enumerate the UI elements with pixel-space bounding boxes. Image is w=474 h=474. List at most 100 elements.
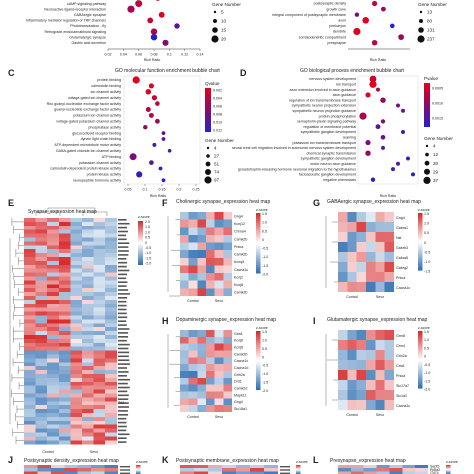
panel-e-heat-cell: [24, 409, 36, 414]
panel-e-heat-cell: [58, 257, 71, 262]
panel-f-gene-label: Kcnq5: [234, 260, 244, 264]
panel-h-heat-cell: [214, 377, 224, 385]
panel-e-heat-cell: [93, 413, 106, 418]
panel-e-row-label-mark: [118, 421, 127, 424]
panel-f-heat-cell: [223, 250, 233, 259]
panel-e-heat-cell: [47, 276, 59, 281]
panel-h-gene-label: Camk2d: [234, 386, 247, 390]
panel-d-size-legend-dot: [425, 152, 429, 157]
panel-e-heat-cell: [35, 358, 48, 363]
panel-d-color-legend-label: 0.0015: [432, 117, 443, 121]
panel-i-heat-cell: [375, 390, 385, 401]
panel-e-heat-cell: [93, 303, 106, 308]
panel-e-heat-cell: [24, 358, 36, 363]
panel-f-heat-cell: [206, 219, 215, 228]
panel-e-heat-cell: [70, 413, 83, 418]
panel-j-gene-label-mark: [120, 466, 130, 468]
panel-i-heat-cell: [366, 370, 376, 381]
panel-e-heat-cell: [105, 370, 117, 375]
c-term-label: potassium channel activity: [79, 161, 121, 165]
panel-e-heat-cell: [47, 307, 59, 312]
panel-e-heat-cell: [58, 249, 71, 254]
panel-e-heat-cell: [70, 292, 83, 297]
panel-e-heat-cell: [35, 299, 48, 304]
c-term-label: phosphatase activity: [88, 125, 121, 129]
panel-i-legend-tick: -1.5: [424, 379, 430, 383]
panel-g-heat-cell: [366, 212, 376, 223]
panel-e-heat-cell: [35, 276, 48, 281]
panel-e-heat-cell: [105, 303, 117, 308]
panel-e-heat-cell: [93, 229, 106, 234]
panel-i-heat-cell: [366, 360, 376, 371]
panel-e-heat-cell: [70, 264, 83, 269]
panel-b-size-legend-dot: [419, 10, 423, 14]
panel-h-heat-cell: [197, 371, 207, 379]
d-term-label: learning: [343, 136, 356, 140]
panel-e-heat-cell: [93, 327, 106, 332]
panel-e-heat-cell: [47, 229, 59, 234]
panel-e-row-label-mark: [118, 410, 128, 412]
panel-e-heat-cell: [105, 416, 117, 421]
panel-j-gene-label-mark: [120, 472, 130, 474]
panel-e-heat-cell: [35, 350, 48, 355]
a-term-label: Gastric acid secretion: [71, 41, 106, 45]
panel-k-heat-cell: [194, 471, 209, 474]
panel-e-heat-cell: [93, 377, 106, 382]
panel-d-size-legend-label: 12: [433, 152, 439, 157]
panel-g-gene-label: Gabrb3: [396, 246, 408, 250]
panel-e-heat-cell: [93, 221, 106, 226]
panel-e-heat-cell: [24, 366, 36, 371]
panel-g-heat-cell: [356, 222, 367, 233]
panel-h-heat-cell: [180, 398, 189, 406]
panel-b-size-legend-dot: [419, 19, 423, 23]
panel-f-legend-tick: 1.0: [262, 221, 267, 225]
panel-h-heat-cell: [180, 391, 189, 399]
panel-h-heat-cell: [180, 384, 189, 392]
panel-e-row-label-mark: [118, 312, 127, 315]
panel-i-heat-cell: [366, 350, 376, 361]
panel-e-heat-cell: [24, 319, 36, 324]
b-bubble: [381, 6, 386, 12]
panel-e-heat-cell: [24, 428, 36, 433]
panel-f-gene-label: Camk2b: [234, 291, 247, 295]
panel-e-heat-cell: [58, 331, 71, 336]
panel-f-gene-label: Cacna1c: [234, 268, 248, 272]
panel-h-gene-label: Cacna1d: [234, 366, 248, 370]
panel-e-heat-cell: [35, 440, 48, 445]
panel-e-heat-cell: [70, 257, 83, 262]
panel-e-heat-cell: [24, 323, 36, 328]
panel-e-heat-cell: [70, 416, 83, 421]
panel-g-heat-cell: [375, 282, 385, 293]
panel-k-heat-cell: [264, 468, 279, 472]
panel-f-heat-cell: [188, 227, 198, 236]
panel-h-heat-cell: [223, 384, 233, 392]
panel-e-heat-cell: [35, 249, 48, 254]
panel-e-heat-cell: [35, 257, 48, 262]
panel-e-heat-cell: [82, 362, 94, 367]
panel-e-heat-cell: [105, 319, 117, 324]
panel-e-legend-tick: -0.5: [145, 246, 151, 250]
panel-e-row-label-mark: [118, 254, 129, 256]
panel-e-heat-cell: [47, 315, 59, 320]
panel-i-legend-tick: -2.0: [424, 388, 430, 392]
panel-e-heat-cell: [82, 416, 94, 421]
panel-h-heat-cell: [206, 330, 215, 338]
panel-e-row-label-mark: [118, 285, 127, 287]
panel-e-heat-cell: [82, 319, 94, 324]
panel-e-heat-cell: [58, 424, 71, 429]
panel-f-heat-cell: [206, 242, 215, 251]
panel-e-row-label-mark: [118, 347, 129, 350]
panel-g-heat-cell: [347, 242, 357, 253]
a-bubble: [147, 17, 154, 24]
panel-e-heat-cell: [105, 315, 117, 320]
panel-e-heat-cell: [35, 241, 48, 246]
panel-e-heat-cell: [35, 233, 48, 238]
panel-h-heat-cell: [223, 350, 233, 358]
panel-e-heat-cell: [82, 237, 94, 242]
panel-h-heat-cell: [197, 336, 207, 344]
panel-e-heat-cell: [35, 237, 48, 242]
panel-e-heat-cell: [105, 241, 117, 246]
panel-k-heat-cell: [180, 471, 195, 474]
panel-e-heat-cell: [47, 253, 59, 258]
panel-e-heat-cell: [105, 272, 117, 277]
